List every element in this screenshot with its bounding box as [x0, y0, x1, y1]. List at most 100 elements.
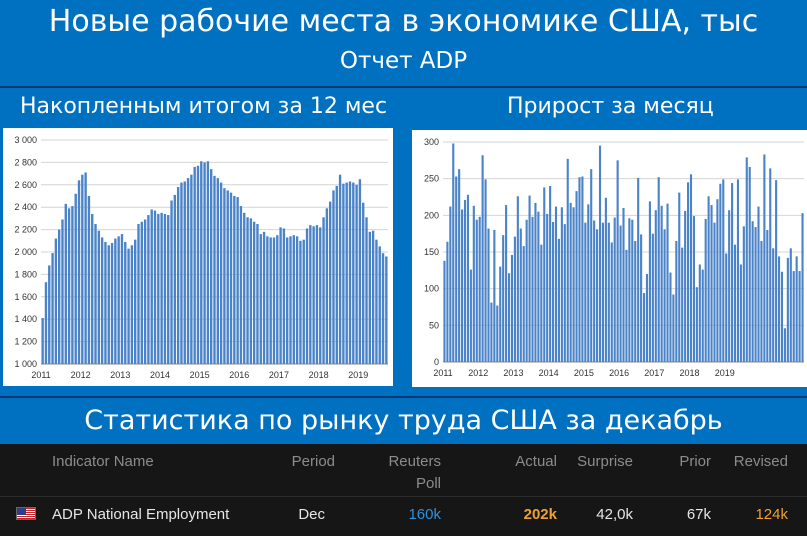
bar: [466, 194, 470, 362]
bar: [754, 227, 757, 362]
bar: [487, 228, 490, 362]
right-chart-title: Прирост за месяц: [507, 94, 714, 119]
bar: [751, 221, 754, 362]
period-value: Dec: [298, 506, 325, 523]
bar: [452, 143, 455, 362]
bar: [286, 237, 289, 364]
y-tick-label: 3 000: [14, 135, 37, 145]
bar: [137, 224, 140, 364]
bar: [107, 245, 110, 364]
bar: [499, 266, 502, 362]
bar: [648, 201, 651, 362]
bar: [651, 233, 654, 362]
bar: [352, 182, 355, 364]
bar: [309, 225, 312, 364]
header-revised: Revised: [733, 453, 788, 470]
bar: [127, 248, 130, 364]
bar: [616, 160, 619, 362]
y-tick-label: 2 000: [14, 247, 37, 257]
bar: [766, 230, 769, 362]
bar: [345, 182, 348, 364]
y-tick-label: 50: [429, 320, 439, 330]
bar: [634, 241, 637, 362]
bar: [97, 230, 101, 364]
bar: [681, 247, 684, 362]
bar: [716, 199, 719, 362]
section-title: Статистика по рынку труда США за декабрь: [84, 405, 723, 436]
bar: [157, 213, 160, 364]
bar: [200, 161, 203, 364]
bar: [81, 174, 84, 364]
header-surprise: Surprise: [577, 453, 633, 470]
x-tick-label: 2015: [574, 368, 594, 378]
bar: [731, 183, 734, 362]
bar: [292, 235, 296, 364]
poll-value: 160k: [408, 506, 441, 523]
monthly-chart: 0 50 100 150 200 250 300 2011 2012 2013 2014 2015 20…: [412, 130, 807, 387]
bar: [342, 183, 345, 364]
actual-value: 202k: [523, 506, 557, 523]
bar: [572, 207, 575, 362]
indicator-table: [0, 444, 807, 536]
bar: [566, 158, 569, 362]
bar: [262, 231, 266, 364]
bar: [114, 238, 117, 364]
bar: [510, 254, 514, 362]
bar: [469, 269, 472, 362]
bar: [41, 318, 44, 364]
bar: [153, 210, 157, 364]
bar: [722, 179, 725, 362]
bar: [249, 218, 253, 364]
bar: [748, 166, 751, 362]
bar: [455, 176, 458, 362]
bar: [534, 202, 537, 362]
y-tick-label: 1 600: [14, 292, 37, 302]
bar: [733, 244, 737, 362]
divider: [0, 396, 807, 398]
bar: [124, 241, 127, 364]
y-tick-label: 1 000: [14, 359, 37, 369]
bar: [710, 205, 713, 362]
bar: [675, 241, 678, 362]
bar: [554, 206, 558, 362]
bar: [279, 227, 282, 364]
bar: [783, 328, 786, 362]
bar: [305, 228, 309, 364]
bar: [707, 196, 710, 362]
x-tick-label: 2016: [229, 370, 249, 380]
bar: [276, 235, 279, 364]
bar: [560, 207, 563, 362]
bar: [645, 274, 649, 362]
bar: [637, 177, 640, 362]
bar: [672, 294, 675, 362]
y-tick-label: 2 800: [14, 157, 37, 167]
x-tick-label: 2012: [71, 370, 91, 380]
monthly-chart-svg: 0 50 100 150 200 250 300 2011 2012 2013 2014 2015 20…: [424, 137, 804, 378]
cumulative-chart: 1 000 1 200 1 400 1 600 1 800 2 000 2 200 2 400…: [3, 128, 393, 386]
x-tick-label: 2014: [539, 368, 559, 378]
y-tick-label: 1 200: [14, 337, 37, 347]
bar: [74, 193, 77, 364]
bar: [87, 196, 91, 364]
bar: [795, 256, 798, 362]
bar: [120, 234, 124, 364]
bar: [496, 305, 499, 362]
bar: [226, 190, 229, 364]
header-prior: Prior: [679, 453, 711, 470]
bar: [133, 239, 137, 364]
bar: [110, 243, 114, 364]
y-tick-label: 300: [424, 137, 439, 147]
bar: [256, 224, 259, 364]
page-subtitle: Отчет ADP: [339, 48, 468, 74]
us-flag-icon: [16, 507, 36, 520]
bar: [578, 177, 581, 362]
bar: [44, 282, 48, 364]
bar: [94, 224, 97, 364]
indicator-name[interactable]: ADP National Employment: [52, 506, 230, 523]
bar: [143, 219, 147, 364]
y-tick-label: 200: [424, 210, 439, 220]
bar: [575, 191, 578, 362]
bar: [186, 178, 190, 364]
bar: [531, 216, 534, 362]
bar: [728, 210, 731, 362]
